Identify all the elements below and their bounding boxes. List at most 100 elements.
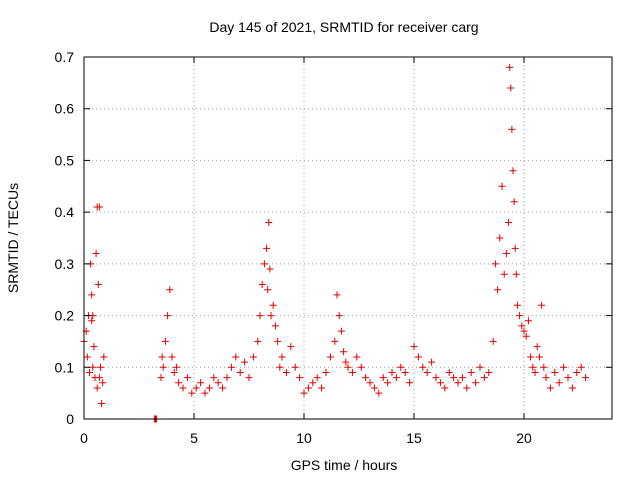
data-point	[170, 368, 178, 376]
data-point	[282, 368, 290, 376]
data-point	[362, 374, 370, 382]
data-point	[232, 353, 240, 361]
data-point	[335, 312, 343, 320]
data-point	[535, 353, 543, 361]
data-point	[333, 291, 341, 299]
data-point	[540, 363, 548, 371]
data-point	[89, 312, 97, 320]
data-point	[313, 374, 321, 382]
data-point	[158, 353, 166, 361]
data-point	[236, 368, 244, 376]
data-point	[494, 286, 502, 294]
data-point	[340, 348, 348, 356]
data-point	[249, 353, 257, 361]
data-point	[513, 301, 521, 309]
data-point	[97, 363, 104, 371]
data-point	[88, 317, 96, 325]
data-point	[542, 374, 550, 382]
data-point	[175, 379, 183, 387]
data-point	[472, 379, 480, 387]
data-point	[508, 125, 516, 133]
data-point	[264, 286, 272, 294]
data-point	[83, 353, 91, 361]
data-point	[527, 353, 535, 361]
data-point	[210, 374, 218, 382]
data-point	[322, 368, 330, 376]
data-point	[197, 379, 205, 387]
data-point	[326, 353, 334, 361]
x-tick-label: 15	[406, 430, 422, 446]
data-point	[370, 384, 378, 392]
data-point	[555, 379, 563, 387]
data-point	[414, 353, 422, 361]
data-point	[348, 368, 356, 376]
data-point	[512, 270, 520, 278]
data-point	[164, 312, 172, 320]
data-point	[94, 281, 102, 289]
data-point	[397, 363, 405, 371]
data-point	[463, 384, 471, 392]
data-point	[450, 374, 458, 382]
data-point	[300, 389, 308, 397]
data-point	[266, 265, 274, 273]
data-point	[309, 379, 317, 387]
data-point	[538, 301, 546, 309]
data-point	[522, 332, 530, 340]
data-point	[89, 363, 97, 371]
y-tick-label: 0.6	[55, 101, 75, 117]
data-point	[296, 374, 304, 382]
plot-frame	[83, 56, 613, 420]
data-point	[227, 363, 235, 371]
data-point	[179, 384, 187, 392]
data-point	[568, 384, 576, 392]
data-point	[219, 384, 227, 392]
data-point	[192, 384, 200, 392]
data-point	[366, 379, 374, 387]
data-point	[485, 368, 493, 376]
data-point	[445, 368, 453, 376]
data-point	[491, 260, 499, 268]
data-point	[241, 358, 249, 366]
data-point	[342, 358, 350, 366]
data-point	[388, 368, 396, 376]
y-tick-label: 0.2	[55, 308, 75, 324]
data-point	[454, 379, 462, 387]
data-point	[531, 368, 539, 376]
data-point	[392, 374, 400, 382]
data-point	[267, 312, 275, 320]
data-point	[384, 379, 392, 387]
y-tick-label: 0.5	[55, 152, 75, 168]
data-point	[256, 312, 264, 320]
x-tick-label: 20	[516, 430, 532, 446]
data-point	[86, 368, 93, 376]
data-point	[245, 374, 253, 382]
data-point	[271, 322, 279, 330]
data-point	[265, 218, 273, 226]
x-tick-label: 10	[296, 430, 312, 446]
data-point	[506, 63, 514, 71]
data-point	[410, 343, 418, 351]
data-point	[214, 379, 222, 387]
data-point	[183, 374, 191, 382]
data-point	[498, 182, 506, 190]
data-point	[95, 374, 103, 382]
data-point	[353, 353, 361, 361]
data-point	[157, 374, 165, 382]
x-tick-label: 5	[190, 430, 198, 446]
data-point	[274, 337, 282, 345]
data-point	[166, 286, 174, 294]
data-point	[254, 337, 262, 345]
data-point	[505, 218, 513, 226]
data-point	[287, 343, 295, 351]
data-point	[98, 399, 106, 407]
data-point	[291, 363, 299, 371]
data-point	[406, 379, 414, 387]
y-tick-label: 0.1	[55, 359, 75, 375]
data-point	[379, 374, 387, 382]
data-point	[516, 312, 524, 320]
data-point	[582, 374, 590, 382]
data-point	[161, 337, 169, 345]
data-point	[577, 363, 585, 371]
data-point	[95, 203, 103, 211]
data-point	[168, 353, 176, 361]
